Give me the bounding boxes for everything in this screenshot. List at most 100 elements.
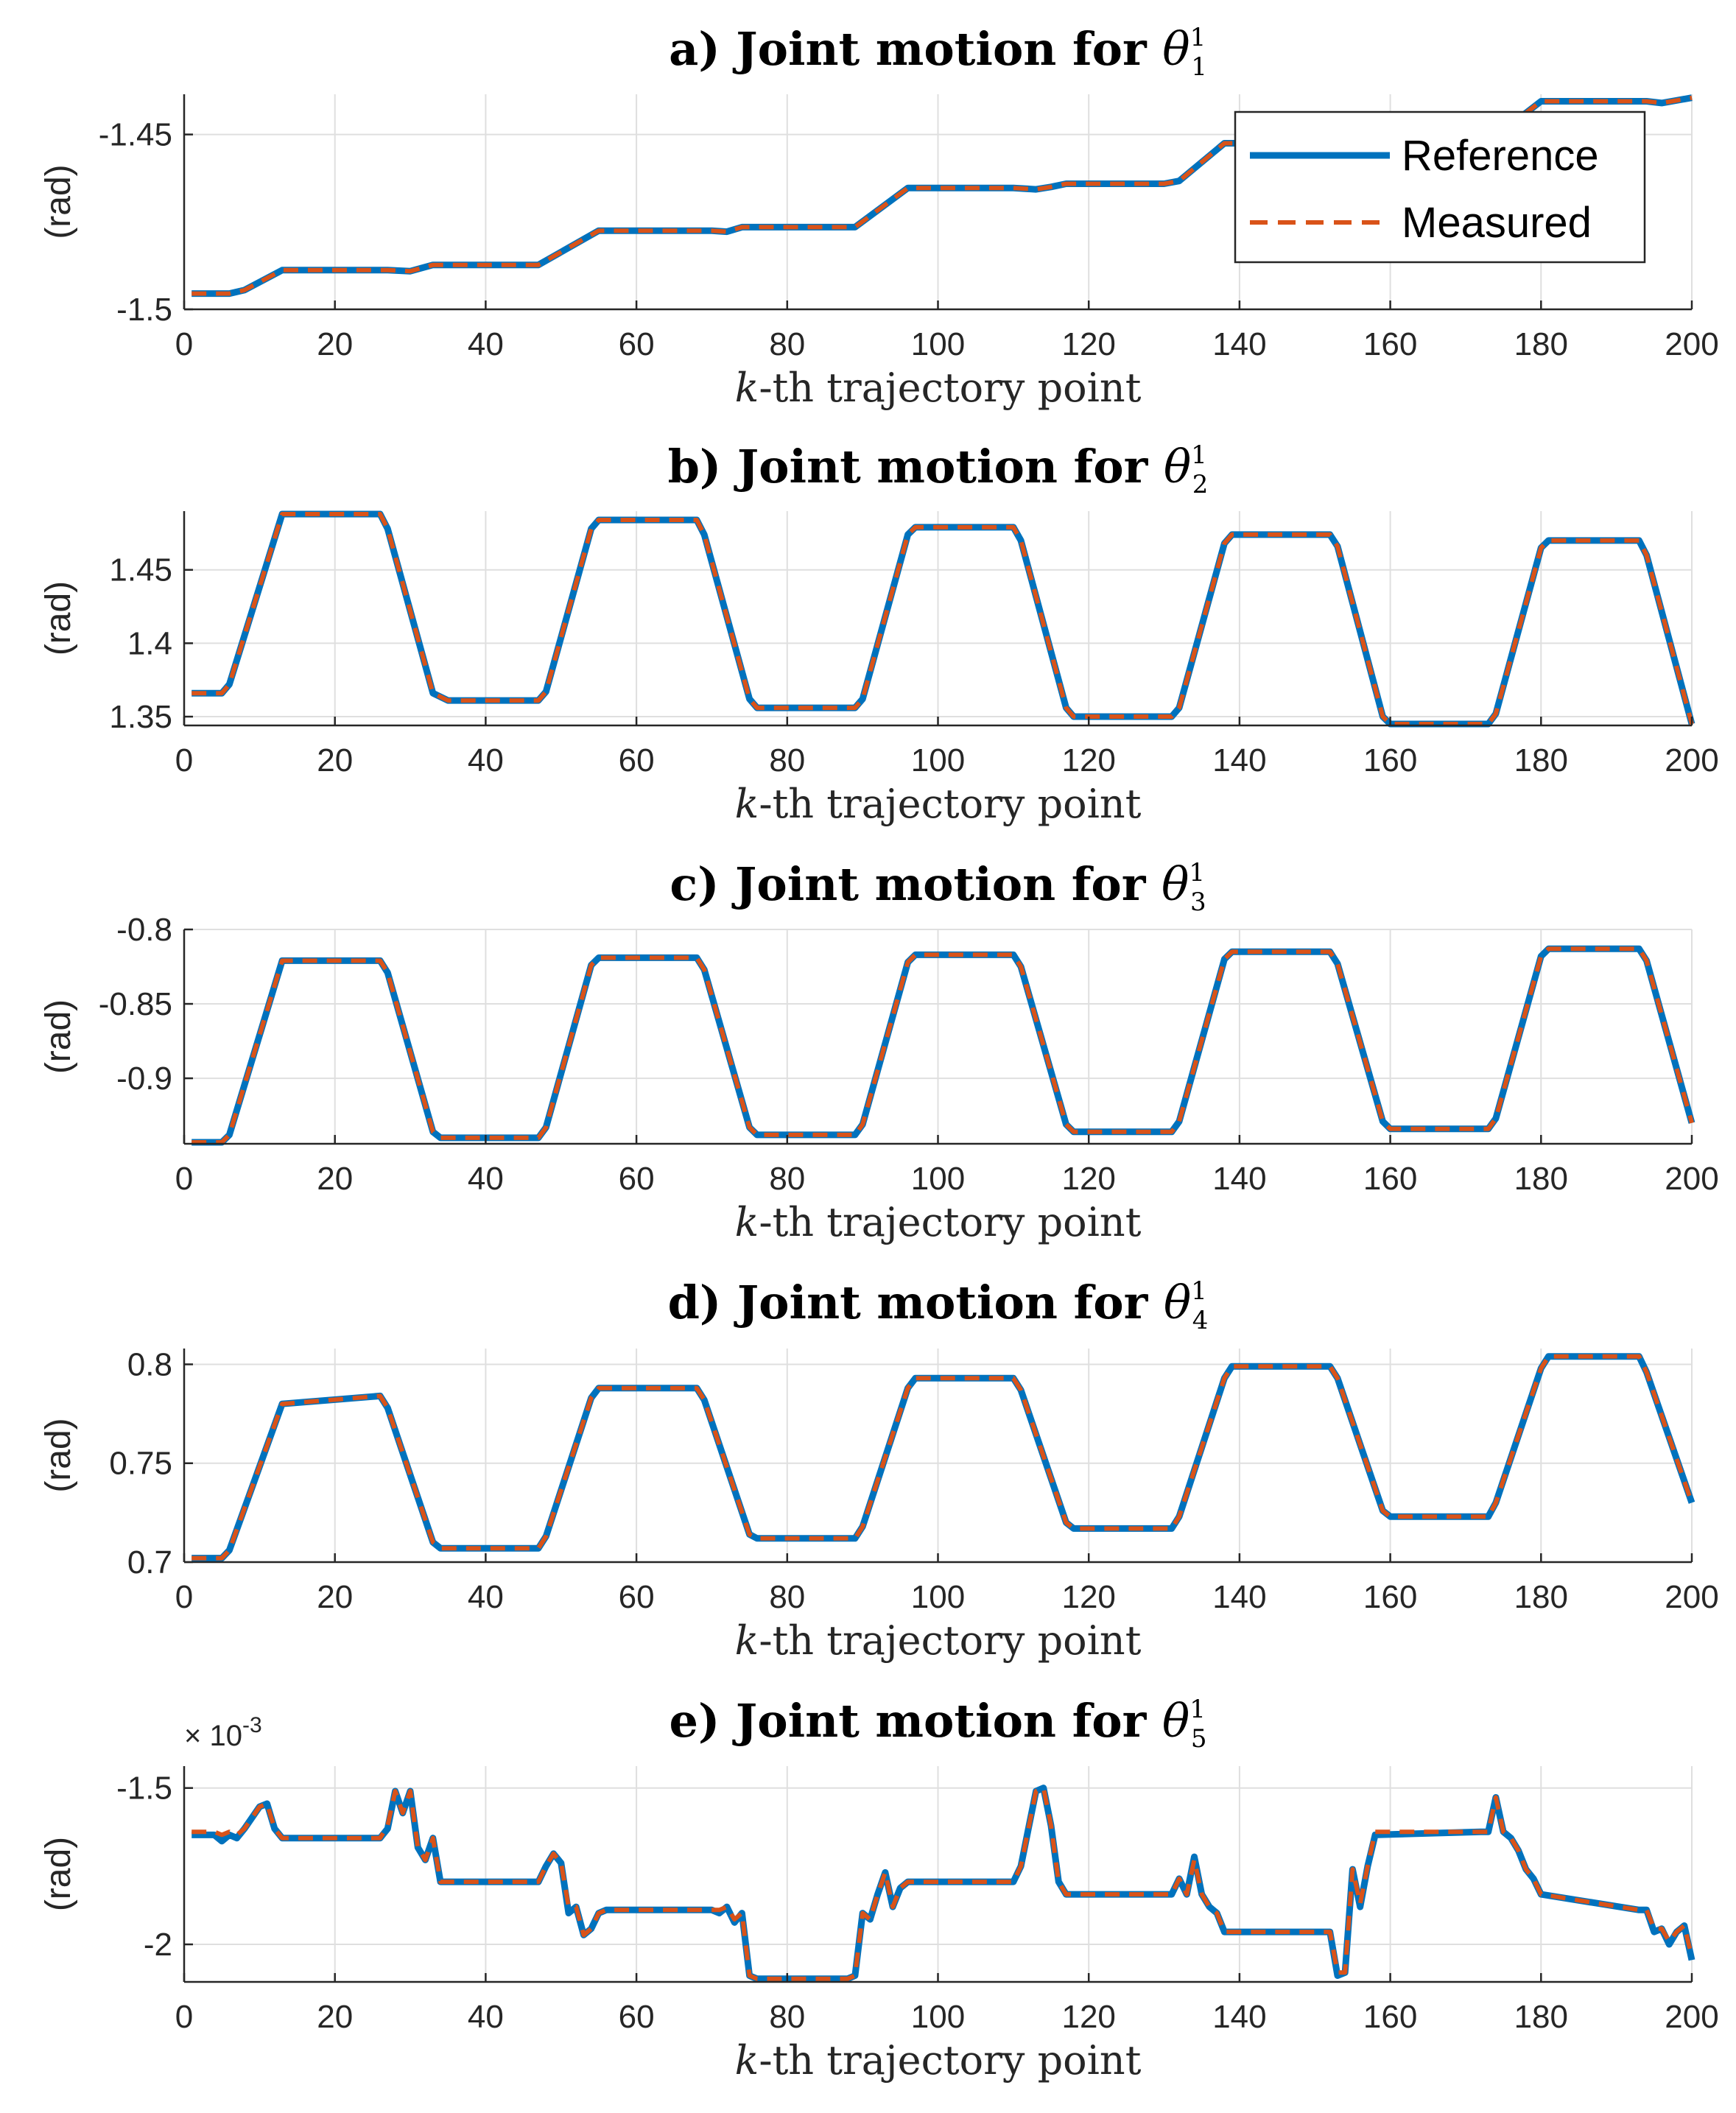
x-tick-label: 160 [1363,1579,1417,1615]
chart-title-symbol: θ [1164,440,1191,493]
y-tick-label: -1.45 [99,117,172,153]
x-tick-label: 180 [1514,742,1568,778]
x-tick-label: 40 [468,742,504,778]
x-tick-label: 160 [1363,1999,1417,2035]
y-tick-label: -0.9 [116,1061,172,1097]
measured-series-line [191,95,1693,296]
x-tick-label: 0 [175,742,193,778]
chart-title-text: e) Joint motion for [670,1694,1162,1748]
x-tick-label: 180 [1514,1999,1568,2035]
x-tick-label: 120 [1061,1999,1115,2035]
chart-title-symbol: θ [1164,1276,1191,1329]
x-tick-label: 20 [317,1579,353,1615]
chart-title-superscript: 1 [1190,23,1206,52]
y-tick-label: -1.5 [116,292,172,328]
x-axis-label-text: -th trajectory point [759,781,1141,827]
chart-title-subscript: 1 [1191,52,1207,82]
y-tick-label: -1.5 [116,1771,172,1807]
x-tick-label: 0 [175,326,193,362]
x-tick-label: 180 [1514,1161,1568,1197]
chart-title-superscript: 1 [1189,858,1205,887]
chart-title-superscript: 1 [1191,440,1207,470]
chart-title-subscript: 4 [1192,1306,1209,1335]
x-tick-label: 20 [317,742,353,778]
x-axis-label-variable: k [735,1617,759,1664]
legend: Reference Measured [1234,110,1646,264]
x-axis-label-variable: k [735,1199,759,1245]
x-tick-label: 160 [1363,742,1417,778]
y-axis-label: (rad) [39,1418,78,1492]
x-tick-label: 140 [1212,1579,1266,1615]
y-tick-label: 0.7 [127,1544,172,1581]
y-tick-label: -0.85 [99,986,172,1022]
legend-measured-label: Measured [1402,199,1592,247]
y-tick-label: 1.35 [109,699,172,735]
x-tick-label: 120 [1061,1161,1115,1197]
chart-title: a) Joint motion for θ1 1 [669,22,1207,82]
y-axis-label: (rad) [39,999,78,1074]
axis-multiplier-base: × 10 [184,1720,242,1752]
x-tick-label: 140 [1212,742,1266,778]
x-tick-label: 80 [769,1579,805,1615]
chart-title: d) Joint motion for θ1 4 [668,1276,1209,1335]
x-tick-label: 20 [317,1161,353,1197]
x-axis-label-variable: k [735,365,759,411]
x-axis-label-text: -th trajectory point [759,1199,1141,1245]
y-tick-label: 0.75 [109,1446,172,1482]
legend-box [1234,110,1646,264]
chart-title-subscript: 2 [1192,470,1209,499]
chart-title-superscript: 1 [1189,1695,1206,1724]
x-tick-label: 100 [911,1579,965,1615]
x-tick-label: 120 [1061,742,1115,778]
measured-series-line [191,512,1694,726]
x-axis-label-variable: k [735,2037,759,2084]
chart-title-subscript: 5 [1191,1724,1207,1754]
x-axis-label: k-th trajectory point [735,2037,1142,2084]
x-tick-label: 160 [1363,326,1417,362]
axis-multiplier: × 10-3 [184,1713,262,1752]
x-tick-label: 200 [1665,1579,1718,1615]
y-axis-label: (rad) [39,581,78,655]
x-tick-label: 0 [175,1579,193,1615]
x-tick-label: 200 [1665,1161,1718,1197]
x-tick-label: 80 [769,742,805,778]
x-tick-label: 60 [619,1161,655,1197]
chart-panel-e: 0 20 40 60 80 100 120 140 160 180 200-2-1.5(rad)k-… [39,1694,1719,2084]
x-axis-label: k-th trajectory point [735,1199,1142,1245]
x-tick-label: 180 [1514,326,1568,362]
x-tick-label: 20 [317,326,353,362]
x-axis-label-text: -th trajectory point [759,2037,1141,2084]
chart-title-symbol: θ [1162,1694,1189,1748]
x-tick-label: 100 [911,1999,965,2035]
chart-title-symbol: θ [1162,857,1189,911]
x-tick-label: 40 [468,326,504,362]
x-axis-label-text: -th trajectory point [759,1617,1141,1664]
chart-panel-c: 0 20 40 60 80 100 120 140 160 180 200 -0.9 -0.85 -0.8… [39,857,1719,1245]
x-tick-label: 60 [619,1999,655,2035]
chart-title-text: b) Joint motion for [668,440,1164,493]
x-axis-label-text: -th trajectory point [759,365,1141,411]
x-tick-label: 40 [468,1579,504,1615]
x-axis-label: k-th trajectory point [735,365,1142,411]
y-tick-label: 0.8 [127,1346,172,1382]
x-tick-label: 80 [769,1999,805,2035]
x-tick-label: 0 [175,1999,193,2035]
x-tick-label: 140 [1212,1999,1266,2035]
x-tick-label: 200 [1665,326,1718,362]
x-tick-label: 60 [619,742,655,778]
measured-series-line [191,1785,1694,1981]
x-tick-label: 40 [468,1999,504,2035]
chart-title-symbol: θ [1162,22,1189,76]
x-tick-label: 60 [619,1579,655,1615]
x-tick-label: 20 [317,1999,353,2035]
chart-title: c) Joint motion for θ1 3 [670,857,1206,917]
axis-multiplier-exponent: -3 [242,1713,262,1737]
x-tick-label: 100 [911,326,965,362]
x-tick-label: 0 [175,1161,193,1197]
x-axis-label: k-th trajectory point [735,781,1142,827]
reference-series-line [191,945,1695,1146]
x-tick-label: 80 [769,1161,805,1197]
chart-title: e) Joint motion for θ1 5 [670,1694,1207,1754]
x-tick-label: 60 [619,326,655,362]
